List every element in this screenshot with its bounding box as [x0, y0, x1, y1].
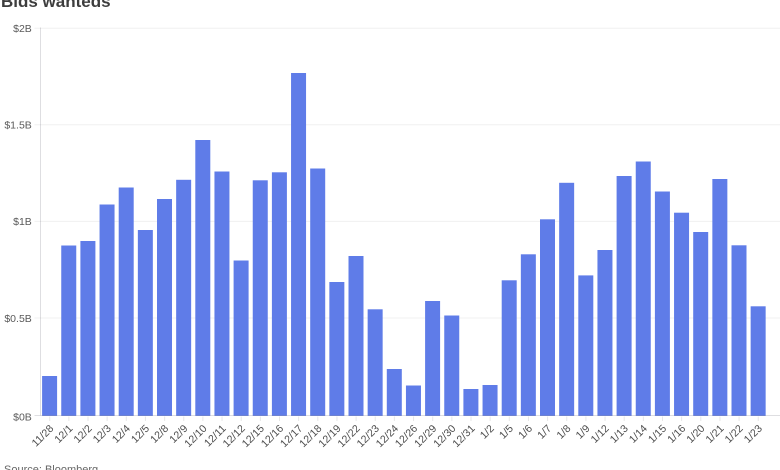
svg-text:1/23: 1/23: [742, 423, 765, 446]
svg-text:$1B: $1B: [13, 216, 32, 228]
svg-text:$1.5B: $1.5B: [4, 120, 31, 132]
svg-text:1/5: 1/5: [497, 423, 516, 442]
svg-text:$0.5B: $0.5B: [4, 313, 31, 325]
svg-text:$2B: $2B: [13, 23, 32, 35]
svg-text:$0B: $0B: [13, 411, 32, 423]
svg-text:1/13: 1/13: [608, 423, 631, 446]
svg-text:1/12: 1/12: [589, 423, 612, 446]
svg-text:12/2: 12/2: [72, 423, 95, 446]
svg-text:1/2: 1/2: [478, 423, 497, 442]
svg-text:12/5: 12/5: [129, 423, 152, 446]
svg-text:12/4: 12/4: [110, 423, 133, 446]
svg-text:1/6: 1/6: [516, 423, 535, 442]
svg-text:12/8: 12/8: [148, 423, 171, 446]
svg-text:1/7: 1/7: [535, 423, 554, 442]
svg-text:1/22: 1/22: [723, 423, 746, 446]
svg-text:12/31: 12/31: [450, 423, 477, 450]
svg-text:1/14: 1/14: [627, 423, 650, 446]
svg-text:1/20: 1/20: [684, 423, 707, 446]
svg-text:1/8: 1/8: [554, 423, 573, 442]
svg-text:1/21: 1/21: [704, 423, 727, 446]
svg-text:12/1: 12/1: [52, 423, 75, 446]
svg-text:12/3: 12/3: [91, 423, 114, 446]
svg-text:1/16: 1/16: [665, 423, 688, 446]
svg-text:1/15: 1/15: [646, 423, 669, 446]
